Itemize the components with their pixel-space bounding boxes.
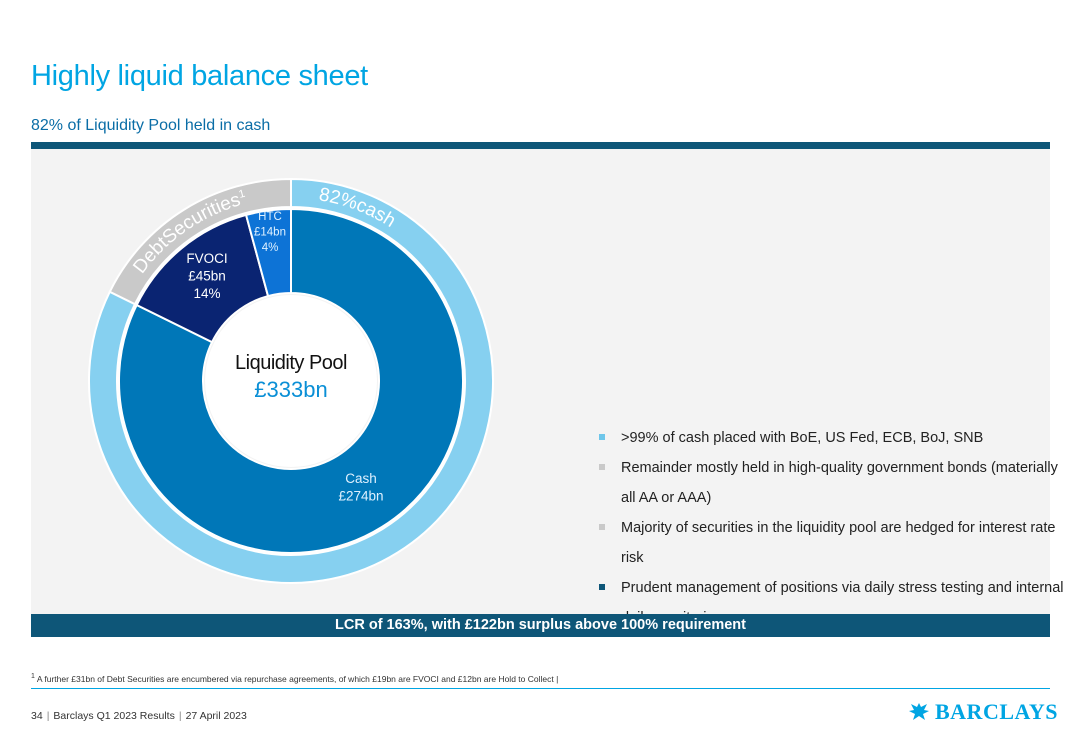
inner-label-fvoci: FVOCI £45bn 14%: [186, 251, 227, 301]
page-subtitle: 82% of Liquidity Pool held in cash: [31, 117, 271, 134]
inner-label-htc: HTC £14bn 4%: [254, 211, 286, 254]
footnote-text: A further £31bn of Debt Securities are e…: [36, 673, 554, 684]
eagle-icon: [909, 703, 929, 720]
bullet-text: Majority of securities in the liquidity …: [621, 520, 1056, 566]
outer-slice-debt-securities: [108, 177, 292, 306]
content-panel: Liquidity Pool £333bn Cash £274bn FVOCI £45bn…: [31, 149, 1064, 626]
center-title: Liquidity Pool: [235, 352, 347, 374]
bullet-list: >99% of cash placed with BoE, US Fed, EC…: [599, 423, 1069, 633]
bullet-square-icon: [599, 464, 605, 470]
bullet-item: Remainder mostly held in high-quality go…: [599, 453, 1069, 513]
footer: 34 | Barclays Q1 2023 Results | 27 April 202…: [31, 710, 247, 722]
inner-slice-cash: [118, 207, 464, 554]
deck-name: Barclays Q1 2023 Results: [53, 710, 175, 722]
outer-slice-82-cash: [88, 177, 494, 584]
inner-slice-htc: [244, 207, 292, 298]
liquidity-pool-donut-chart: Liquidity Pool £333bn Cash £274bn FVOCI £45bn…: [88, 177, 494, 584]
center-value: £333bn: [254, 377, 327, 402]
page-title: Highly liquid balance sheet: [31, 60, 368, 92]
bullet-item: >99% of cash placed with BoE, US Fed, EC…: [599, 423, 1069, 453]
deck-date: 27 April 2023: [185, 710, 247, 722]
bullet-text: Remainder mostly held in high-quality go…: [621, 460, 1058, 506]
bullet-square-icon: [599, 434, 605, 440]
page-number: 34: [31, 710, 43, 722]
lcr-banner: LCR of 163%, with £122bn surplus above 1…: [31, 614, 1050, 637]
center-hole: [205, 295, 377, 467]
top-divider: [31, 142, 1050, 149]
footnote-marker: 1: [31, 673, 35, 680]
bullet-item: Majority of securities in the liquidity …: [599, 513, 1069, 573]
bottom-divider: [31, 688, 1050, 689]
footnote: 1 A further £31bn of Debt Securities are…: [31, 673, 559, 684]
bullet-text: >99% of cash placed with BoE, US Fed, EC…: [621, 430, 984, 446]
bullet-square-icon: [599, 524, 605, 530]
logo-text: BARCLAYS: [935, 699, 1059, 724]
bullet-square-icon: [599, 584, 605, 590]
inner-label-cash: Cash £274bn: [338, 471, 383, 504]
barclays-logo: BARCLAYS: [907, 699, 1058, 725]
